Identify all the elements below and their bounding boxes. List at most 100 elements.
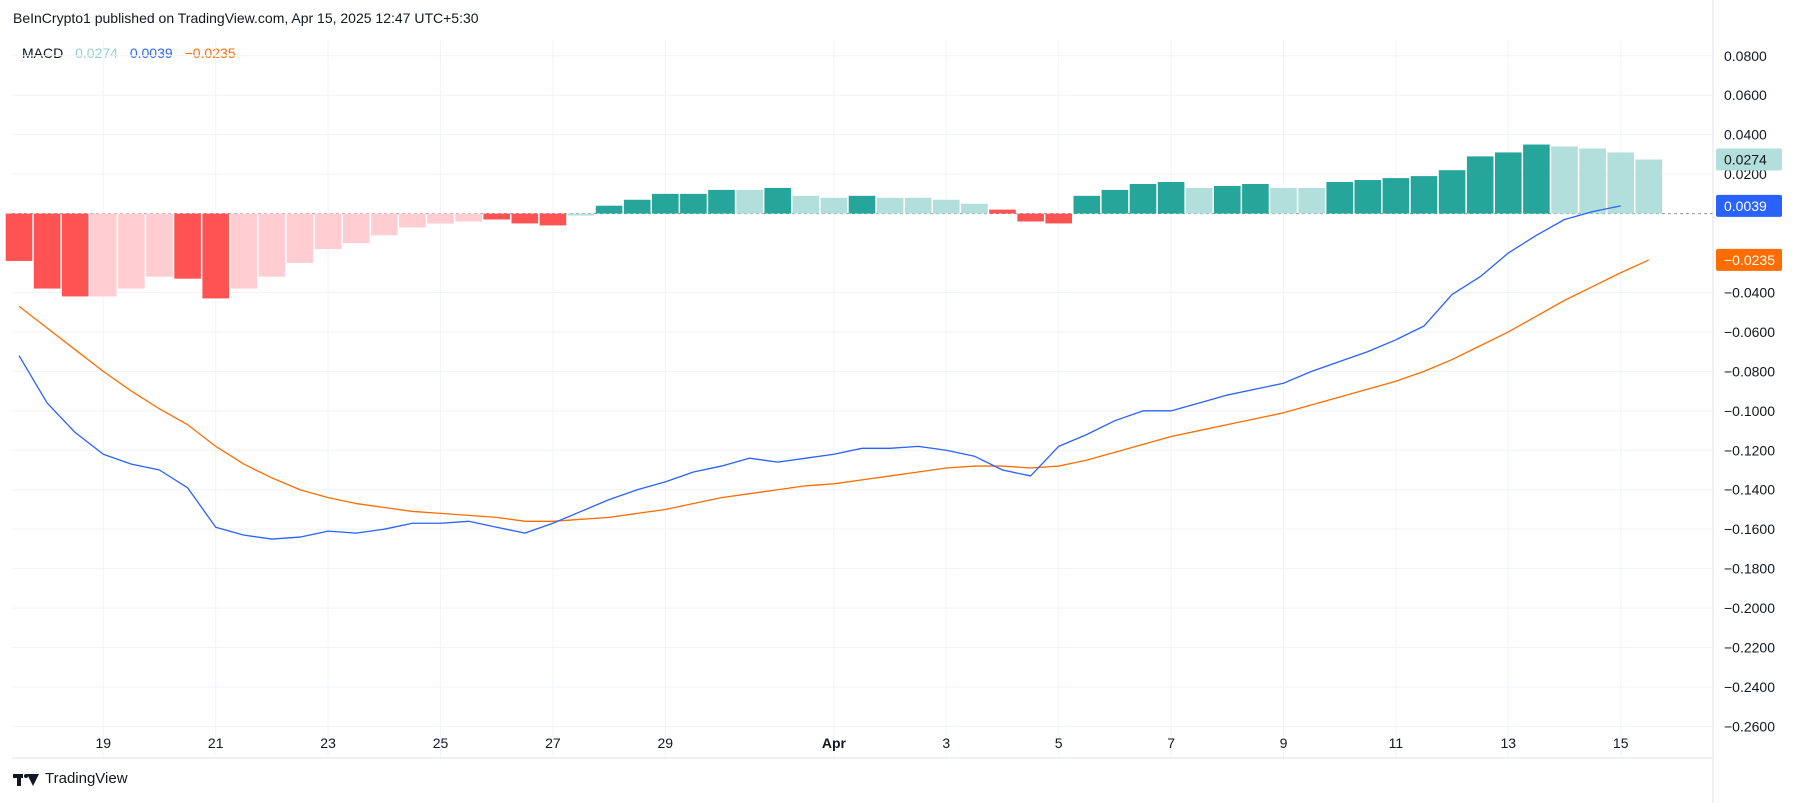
histogram-bar xyxy=(652,193,679,214)
y-tick-label: −0.2200 xyxy=(1724,640,1775,656)
histogram-bar xyxy=(904,197,932,214)
histogram-bar xyxy=(1214,185,1241,214)
y-tick-label: 0.0400 xyxy=(1724,127,1767,143)
histogram-bar xyxy=(1466,156,1494,214)
grid xyxy=(12,40,1713,758)
histogram-bar xyxy=(1354,180,1382,214)
indicator-lines xyxy=(18,205,1650,540)
histogram-bars xyxy=(5,144,1663,299)
macd-line xyxy=(18,205,1621,540)
legend-signal-value: −0.0235 xyxy=(184,45,236,61)
y-tick-label: 0.0600 xyxy=(1724,87,1767,103)
x-tick-label: 29 xyxy=(658,735,674,751)
histogram-bar xyxy=(1551,146,1578,214)
x-tick-label: 3 xyxy=(942,735,950,751)
histogram-bar xyxy=(90,213,117,297)
histogram-bar xyxy=(118,213,145,289)
x-tick-label: 13 xyxy=(1501,735,1517,751)
histogram-bar xyxy=(483,213,510,220)
last-value-label: 0.0039 xyxy=(1724,198,1767,214)
y-tick-label: −0.1600 xyxy=(1724,521,1775,537)
x-tick-label: 9 xyxy=(1280,735,1288,751)
histogram-bar xyxy=(1101,189,1129,214)
legend-macd-value: 0.0039 xyxy=(129,45,173,61)
histogram-bar xyxy=(286,213,314,263)
histogram-bar xyxy=(961,203,988,214)
histogram-bar xyxy=(1495,152,1522,214)
histogram-bar xyxy=(511,213,539,224)
legend-histogram-value: 0.0274 xyxy=(75,45,118,61)
y-tick-label: 0.0800 xyxy=(1724,48,1767,64)
histogram-bar xyxy=(764,187,791,214)
histogram-bar xyxy=(1270,187,1297,214)
histogram-bar xyxy=(708,189,735,214)
histogram-bar xyxy=(1326,182,1353,214)
histogram-bar xyxy=(399,213,426,228)
last-value-label-bg xyxy=(1716,194,1782,217)
histogram-bar xyxy=(427,213,454,224)
histogram-bar xyxy=(1438,170,1466,214)
histogram-bar xyxy=(623,199,651,214)
histogram-bar xyxy=(1157,182,1185,214)
histogram-bar xyxy=(820,197,848,214)
x-tick-label: Apr xyxy=(822,735,847,751)
histogram-bar xyxy=(680,193,707,214)
histogram-bar xyxy=(371,213,398,236)
tradingview-logo[interactable]: TradingView xyxy=(13,770,128,787)
x-tick-label: 19 xyxy=(96,735,112,751)
y-tick-label: −0.0600 xyxy=(1724,324,1775,340)
last-value-label: −0.0235 xyxy=(1724,252,1775,268)
histogram-bar xyxy=(736,189,763,214)
y-tick-label: −0.0400 xyxy=(1724,284,1775,300)
histogram-bar xyxy=(933,199,960,214)
axes: 0.08000.06000.04000.0200−0.0400−0.0600−0… xyxy=(12,0,1782,803)
histogram-bar xyxy=(1635,159,1663,214)
histogram-bar xyxy=(1017,213,1044,222)
histogram-bar xyxy=(567,213,595,216)
x-tick-label: 5 xyxy=(1055,735,1063,751)
histogram-bar xyxy=(1298,187,1325,214)
y-tick-label: −0.1400 xyxy=(1724,482,1775,498)
indicator-name: MACD xyxy=(22,45,64,61)
histogram-bar xyxy=(174,213,201,279)
y-tick-label: −0.2400 xyxy=(1724,679,1775,695)
publish-attribution: BeInCrypto1 published on TradingView.com… xyxy=(13,10,479,26)
histogram-bar xyxy=(876,197,904,214)
y-tick-label: −0.2600 xyxy=(1724,718,1775,734)
x-tick-label: 15 xyxy=(1613,735,1629,751)
histogram-bar xyxy=(258,213,286,277)
tradingview-logo-icon xyxy=(13,772,39,786)
histogram-bar xyxy=(595,205,623,214)
tradingview-brand-text: TradingView xyxy=(45,770,128,787)
y-tick-label: −0.2000 xyxy=(1724,600,1775,616)
histogram-bar xyxy=(1242,183,1269,214)
indicator-legend[interactable]: MACD 0.0274 0.0039 −0.0235 xyxy=(22,45,244,61)
last-value-label-bg xyxy=(1716,248,1782,271)
histogram-bar xyxy=(1410,176,1438,214)
x-tick-label: 23 xyxy=(320,735,336,751)
y-tick-label: −0.1200 xyxy=(1724,442,1775,458)
x-tick-label: 21 xyxy=(208,735,224,751)
histogram-bar xyxy=(1129,183,1157,214)
x-tick-label: 7 xyxy=(1167,735,1175,751)
histogram-bar xyxy=(314,213,342,250)
histogram-bar xyxy=(5,213,33,261)
histogram-bar xyxy=(1045,213,1072,224)
x-tick-label: 25 xyxy=(433,735,449,751)
histogram-bar xyxy=(792,195,820,214)
histogram-bar xyxy=(1579,148,1606,214)
histogram-bar xyxy=(146,213,173,277)
y-tick-label: −0.0800 xyxy=(1724,363,1775,379)
histogram-bar xyxy=(1607,152,1634,214)
x-tick-label: 27 xyxy=(545,735,561,751)
histogram-bar xyxy=(61,213,89,297)
histogram-bar xyxy=(539,213,567,226)
last-value-label-bg xyxy=(1716,148,1782,171)
histogram-bar xyxy=(33,213,61,289)
histogram-bar xyxy=(230,213,258,289)
histogram-bar xyxy=(455,213,482,222)
histogram-bar xyxy=(1382,178,1410,214)
histogram-bar xyxy=(989,209,1016,214)
histogram-bar xyxy=(1185,187,1213,214)
